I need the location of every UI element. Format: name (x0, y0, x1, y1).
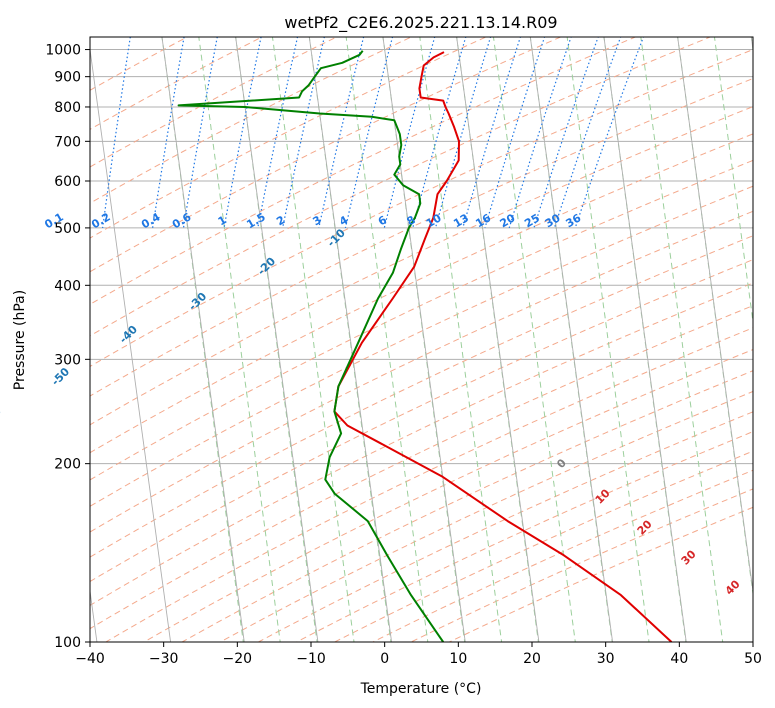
moist-adiabat (566, 37, 650, 642)
y-tick-label: 200 (54, 457, 81, 473)
moist-adiabat (713, 37, 753, 326)
dry-adiabat (181, 370, 753, 642)
mixing-ratio-line (282, 37, 325, 229)
y-tick-label: 400 (54, 278, 81, 294)
dry-adiabat (90, 37, 488, 239)
x-tick-label: 30 (597, 651, 615, 667)
mixing-ratio-line (257, 37, 299, 229)
mixing-ratio-line (462, 37, 522, 229)
isotherm-line (308, 37, 393, 642)
isotherm-line (677, 37, 753, 595)
moist-adiabat (345, 37, 429, 642)
dry-adiabat (90, 37, 637, 305)
isotherm-line (161, 37, 245, 642)
y-tick-label: 300 (54, 352, 81, 368)
isotherm-line (603, 37, 687, 642)
x-tick-label: −30 (149, 651, 179, 667)
isotherm-line (235, 37, 319, 642)
dry-adiabat (142, 349, 753, 642)
x-tick-label: −20 (223, 651, 253, 667)
x-tick-label: 10 (449, 651, 467, 667)
y-axis-title: Pressure (hPa) (12, 290, 28, 390)
x-tick-label: 50 (744, 651, 762, 667)
mixing-ratio-lines (102, 37, 645, 229)
y-tick-label: 500 (54, 221, 81, 237)
x-tick-label: −10 (296, 651, 326, 667)
dewpoint-profile (177, 50, 445, 642)
moist-adiabat (271, 37, 355, 642)
dry-adiabat (90, 106, 753, 426)
plot-area (90, 37, 753, 642)
dry-adiabat (90, 305, 753, 630)
x-tick-label: 20 (523, 651, 541, 667)
y-tick-label: 800 (54, 100, 81, 116)
mixing-ratio-line (434, 37, 492, 229)
mixing-ratio-line (223, 37, 262, 229)
dry-adiabat (295, 431, 753, 642)
dry-adiabat (90, 37, 413, 204)
y-axis-ticks: 100 200 300 400 500 600 700 800 900 1000 (45, 43, 90, 651)
dry-adiabats (90, 37, 753, 642)
mixing-ratio-line (344, 37, 394, 229)
dry-adiabat (90, 49, 753, 367)
dry-adiabat (90, 77, 753, 397)
mixing-ratio-line (484, 37, 546, 229)
mixing-ratio-line (574, 37, 645, 229)
x-tick-label: 40 (670, 651, 688, 667)
dry-adiabat (371, 469, 753, 642)
temperature-profile (333, 51, 673, 642)
dry-adiabat (90, 259, 753, 583)
y-tick-label: 700 (54, 134, 81, 150)
y-tick-label: 600 (54, 174, 81, 190)
moist-adiabat (198, 37, 281, 642)
dry-adiabat (90, 37, 712, 337)
chart-title: wetPf2_C2E6.2025.221.13.14.R09 (284, 13, 557, 33)
y-tick-label: 100 (54, 635, 81, 651)
mixing-ratio-line (553, 37, 622, 229)
y-tick-label: 1000 (45, 43, 81, 59)
isotherm-line (90, 46, 172, 642)
sounding-profiles (177, 50, 673, 642)
dry-adiabat (90, 282, 753, 606)
isotherm-line (529, 37, 614, 642)
mixing-ratio-line (383, 37, 436, 229)
x-axis-title: Temperature (°C) (360, 681, 482, 697)
x-tick-label: 0 (380, 651, 389, 667)
skewed-isotherms (90, 37, 753, 642)
dry-adiabat (90, 37, 338, 168)
y-tick-label: 900 (54, 70, 81, 86)
dry-adiabat (90, 133, 753, 454)
dry-adiabat (90, 235, 753, 558)
isotherm-line (382, 37, 466, 642)
moist-adiabat (492, 37, 576, 642)
dry-adiabat (104, 327, 753, 642)
plot-frame (89, 36, 754, 643)
x-tick-label: −40 (75, 651, 105, 667)
dry-adiabat (333, 450, 753, 642)
isotherm-line (456, 37, 540, 642)
moist-adiabat (640, 37, 724, 642)
x-axis-ticks: −40 −30 −20 −10 0 10 20 30 40 50 (75, 642, 762, 667)
mixing-ratio-line (318, 37, 365, 229)
